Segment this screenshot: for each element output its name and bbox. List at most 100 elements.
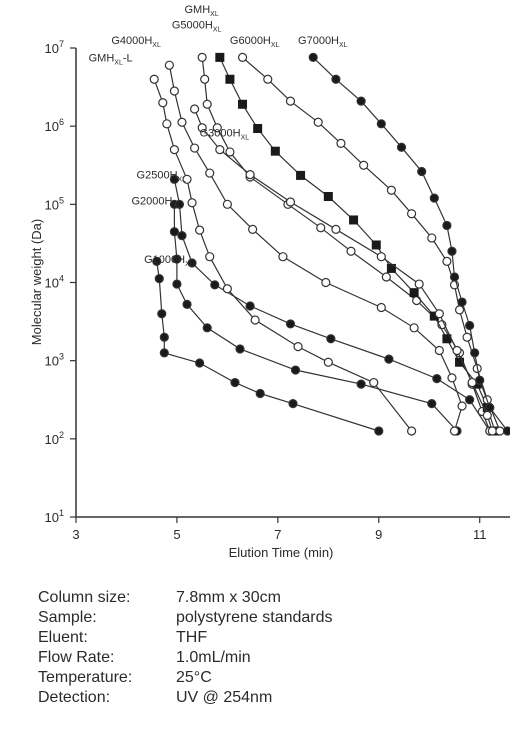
series-label: G3000HXL (200, 127, 250, 141)
data-point (417, 166, 427, 177)
data-point (316, 223, 326, 233)
condition-value: polystyrene standards (176, 609, 333, 626)
data-point (169, 174, 180, 184)
condition-label: Eluent: (38, 629, 88, 646)
data-point (253, 124, 263, 134)
data-point (432, 374, 442, 384)
data-point (238, 99, 248, 109)
data-point (210, 280, 220, 290)
series-label: GMHXL (185, 4, 219, 18)
data-point (250, 315, 260, 325)
data-point (381, 272, 391, 282)
series-label: G5000HXL (172, 19, 222, 33)
data-point (454, 305, 465, 315)
condition-row-temperature: Temperature: 25°C (38, 668, 333, 688)
data-point (434, 345, 444, 356)
series-label: G2000HXL (132, 195, 182, 209)
series-label: G1000HXL (144, 254, 194, 268)
x-tick-labels: 3 5 7 9 11 (72, 517, 486, 542)
data-point (152, 256, 162, 266)
data-point (331, 74, 341, 84)
series-label: G2500HXL (137, 170, 187, 184)
data-point (245, 301, 255, 311)
series-label: G7000HXL (298, 35, 348, 49)
data-point (449, 272, 460, 282)
data-point (323, 357, 333, 367)
data-point (452, 345, 462, 356)
data-point (202, 99, 212, 109)
data-point (485, 402, 495, 413)
series-gmh (215, 52, 500, 436)
data-point (237, 52, 248, 62)
data-point (255, 388, 265, 399)
data-point (406, 426, 417, 436)
condition-label: Sample: (38, 609, 97, 626)
data-point (326, 334, 336, 344)
data-point (182, 174, 192, 184)
data-point (495, 426, 505, 436)
data-point (482, 410, 492, 420)
data-point (356, 379, 366, 389)
data-point (164, 60, 174, 70)
data-point (290, 365, 301, 375)
data-point (248, 224, 258, 234)
series-line (173, 179, 491, 432)
data-point (412, 295, 422, 306)
condition-label: Flow Rate: (38, 649, 115, 666)
series-gmh (149, 74, 417, 436)
data-point (205, 168, 215, 178)
data-point (376, 252, 386, 262)
data-point (369, 377, 379, 388)
data-point (215, 52, 225, 62)
data-point (427, 399, 437, 409)
data-point (356, 96, 366, 106)
y-tick-label: 102 (45, 430, 64, 447)
data-point (149, 74, 159, 84)
data-point (346, 246, 356, 256)
data-point (169, 227, 180, 237)
data-point (245, 170, 255, 180)
condition-row-column-size: Column size: 7.8mm x 30cm (38, 588, 333, 608)
data-point (487, 426, 497, 436)
data-point (158, 98, 168, 108)
condition-label: Detection: (38, 689, 111, 706)
series-g4000h (164, 60, 467, 436)
data-point (371, 240, 381, 250)
data-point (293, 341, 303, 352)
data-point (376, 302, 386, 313)
data-point (288, 399, 298, 409)
data-point (197, 123, 207, 133)
data-point (169, 145, 180, 155)
data-point (205, 252, 215, 262)
y-tick-label: 107 (45, 39, 64, 56)
data-point (215, 145, 225, 155)
data-point (195, 358, 205, 368)
molecular-weight-calibration-chart: 3 5 7 9 11 101 102 103 104 105 106 107 Elution Tim… (29, 4, 510, 560)
data-point (447, 373, 457, 383)
chromatography-conditions: Column size: 7.8mm x 30cm Sample: polyst… (38, 588, 333, 708)
series-line (156, 261, 379, 432)
data-point (308, 52, 318, 62)
condition-row-eluent: Eluent: THF (38, 628, 333, 648)
condition-value: UV @ 254nm (176, 689, 273, 706)
data-point (174, 199, 185, 209)
data-point (434, 309, 444, 319)
data-point (162, 119, 172, 129)
data-point (189, 104, 200, 114)
series-line (173, 204, 458, 432)
x-tick-label: 5 (173, 527, 180, 542)
data-point (197, 52, 207, 62)
x-tick-label: 3 (72, 527, 79, 542)
data-point (172, 254, 182, 264)
data-point (200, 74, 210, 84)
data-point (157, 309, 167, 319)
condition-label: Temperature: (38, 669, 133, 686)
data-point (429, 193, 439, 203)
data-point (187, 258, 197, 268)
data-point (336, 138, 346, 148)
data-point (406, 209, 417, 219)
condition-row-sample: Sample: polystyrene standards (38, 608, 333, 628)
data-point (159, 332, 169, 342)
data-point (462, 332, 472, 342)
y-tick-labels: 101 102 103 104 105 106 107 (45, 39, 76, 525)
